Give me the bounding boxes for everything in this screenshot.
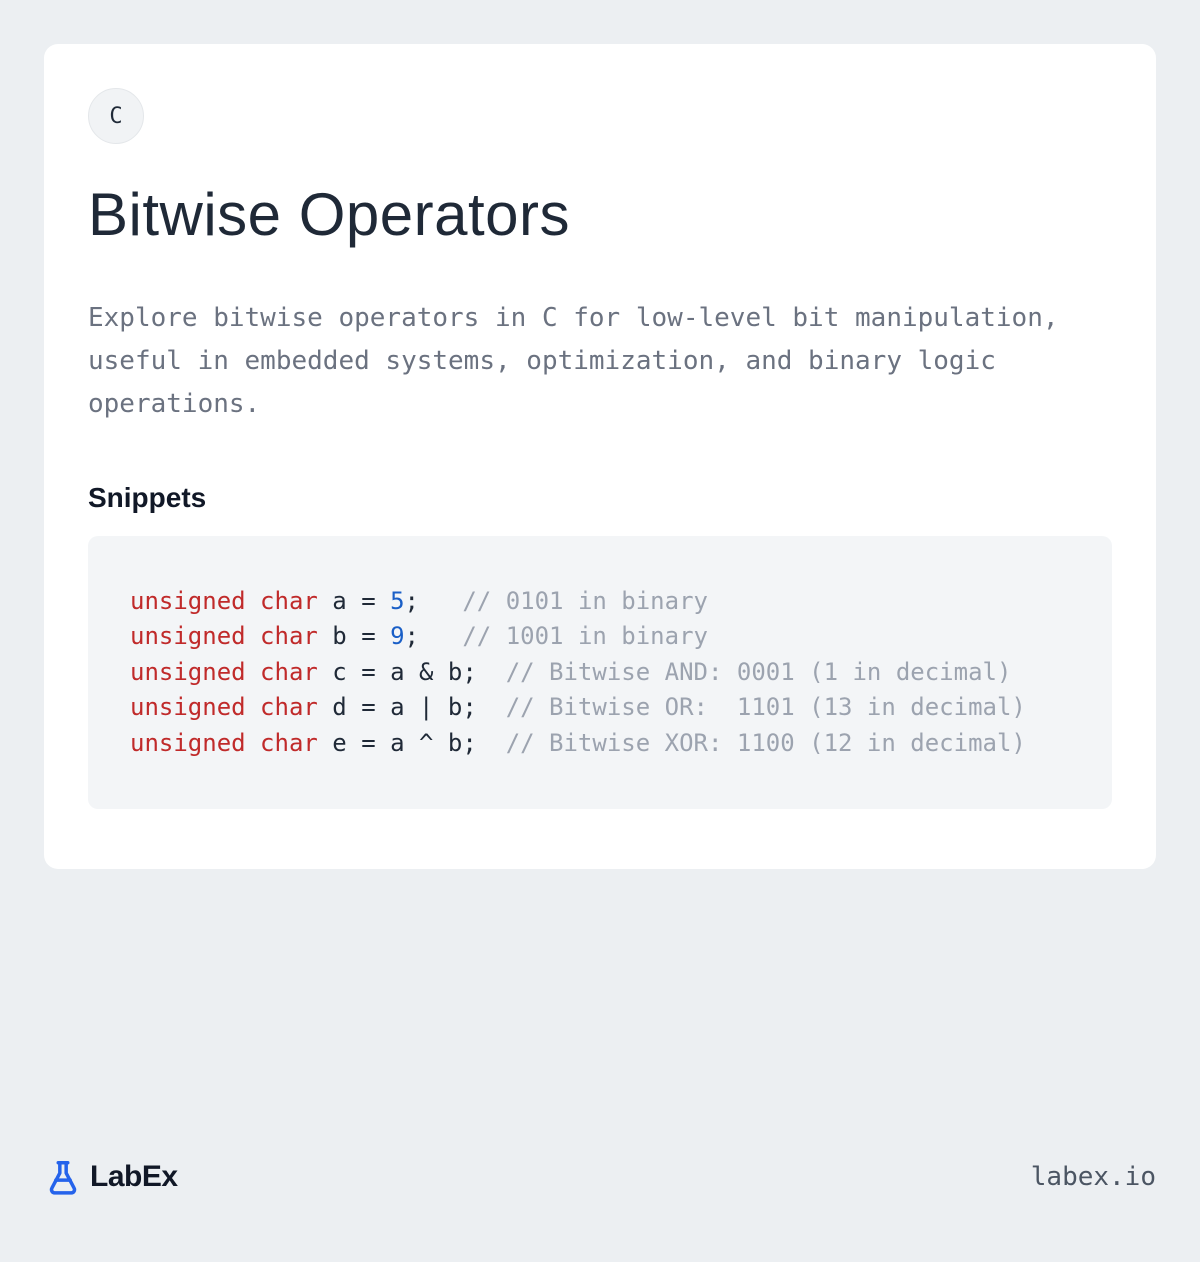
footer: LabEx labex.io xyxy=(44,1158,1156,1196)
footer-url: labex.io xyxy=(1031,1162,1156,1192)
code-keyword: unsigned char xyxy=(130,658,318,686)
code-block: unsigned char a = 5; // 0101 in binary u… xyxy=(88,536,1112,810)
content-card: C Bitwise Operators Explore bitwise oper… xyxy=(44,44,1156,869)
code-keyword: unsigned char xyxy=(130,622,318,650)
logo-text: LabEx xyxy=(90,1160,178,1194)
code-text: d = a | b; xyxy=(318,693,506,721)
code-comment: // Bitwise OR: 1101 (13 in decimal) xyxy=(506,693,1026,721)
code-text: e = a ^ b; xyxy=(318,729,506,757)
flask-icon xyxy=(44,1158,82,1196)
code-text: b = xyxy=(318,622,390,650)
code-keyword: unsigned char xyxy=(130,587,318,615)
page-title: Bitwise Operators xyxy=(88,180,1112,249)
page-description: Explore bitwise operators in C for low-l… xyxy=(88,297,1112,426)
snippets-heading: Snippets xyxy=(88,482,1112,514)
code-keyword: unsigned char xyxy=(130,729,318,757)
code-text: ; xyxy=(405,587,463,615)
code-number: 5 xyxy=(390,587,404,615)
code-number: 9 xyxy=(390,622,404,650)
code-comment: // 0101 in binary xyxy=(462,587,708,615)
code-comment: // Bitwise XOR: 1100 (12 in decimal) xyxy=(506,729,1026,757)
code-text: a = xyxy=(318,587,390,615)
code-text: ; xyxy=(405,622,463,650)
language-badge-label: C xyxy=(109,104,122,129)
code-keyword: unsigned char xyxy=(130,693,318,721)
code-comment: // 1001 in binary xyxy=(462,622,708,650)
code-content: unsigned char a = 5; // 0101 in binary u… xyxy=(130,584,1070,762)
code-text: c = a & b; xyxy=(318,658,506,686)
language-badge: C xyxy=(88,88,144,144)
code-comment: // Bitwise AND: 0001 (1 in decimal) xyxy=(506,658,1012,686)
logo: LabEx xyxy=(44,1158,178,1196)
